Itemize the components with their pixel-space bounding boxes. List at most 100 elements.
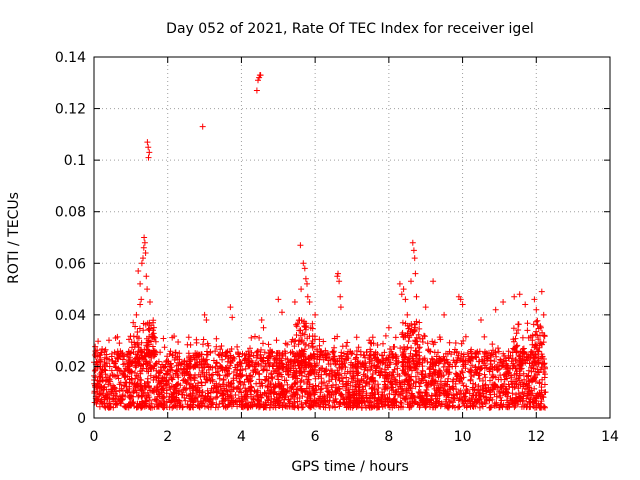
data-point [160,387,167,394]
data-point [534,317,541,324]
data-point [297,242,304,249]
data-point [533,328,540,335]
data-point [179,404,186,411]
data-point [121,382,127,389]
data-point [450,394,457,401]
data-point [350,373,357,380]
chart-title: Day 052 of 2021, Rate Of TEC Index for r… [166,21,534,37]
data-point [422,374,428,381]
data-point [534,371,541,378]
data-point [479,403,486,410]
data-point [169,352,176,358]
data-point [267,353,274,360]
data-point [462,333,469,340]
data-point [199,400,206,407]
data-point [498,388,505,395]
data-point [429,372,436,379]
data-point [510,325,517,332]
data-point [358,377,365,384]
data-point [332,384,339,391]
data-point [339,378,346,385]
data-point [448,391,455,398]
data-point [364,397,371,404]
data-point [483,388,490,395]
data-point [270,384,277,391]
data-point [460,374,467,381]
data-point [182,397,189,404]
data-point [216,375,223,382]
data-point [454,373,461,380]
data-point [460,359,467,365]
data-point [374,351,381,357]
data-point [276,364,283,370]
data-point [530,403,537,410]
data-point [192,350,199,357]
data-point [194,391,201,398]
data-point [505,348,512,355]
data-point [402,320,409,327]
data-point [283,377,290,384]
data-point [365,403,372,409]
data-point [142,360,149,367]
data-point [408,344,415,351]
data-point [287,349,294,356]
data-point [429,338,436,345]
data-point [362,354,369,361]
data-point [116,340,123,347]
data-point [302,275,309,282]
data-point [279,350,286,357]
data-point [124,389,131,396]
data-point [374,389,381,395]
data-point [141,389,148,396]
data-point [407,395,413,402]
data-point [199,123,206,130]
data-point [151,353,157,360]
data-point [380,356,387,363]
data-point [512,356,519,363]
data-point [541,374,548,381]
data-point [339,355,346,362]
data-point [396,280,403,287]
data-point [450,402,457,409]
data-point [291,299,298,305]
data-point [110,395,117,402]
data-point [204,393,211,400]
data-point [508,358,515,365]
data-point [283,389,290,395]
data-point [139,386,145,393]
data-point [155,377,162,384]
data-point [352,397,359,404]
data-point [133,311,140,318]
data-point [306,403,313,410]
data-point [489,363,496,370]
data-point [284,381,291,388]
data-point [109,371,116,378]
data-point [497,372,504,379]
data-point [193,336,200,343]
data-point [130,319,137,326]
data-point [156,370,162,377]
data-point [108,353,115,360]
data-point [210,388,217,395]
data-point [238,373,245,380]
data-point [538,384,545,391]
data-point [440,387,447,394]
data-point [195,380,201,387]
data-point [478,317,484,323]
data-point [266,362,273,369]
data-point [106,337,112,344]
data-point [341,396,348,403]
data-point [260,366,267,373]
data-point [318,371,325,378]
data-point [355,388,362,395]
data-point [488,404,495,410]
data-point [458,355,465,362]
x-tick-label: 8 [384,429,393,445]
data-point [456,396,463,402]
data-point [295,404,302,411]
data-point [128,399,135,405]
data-point [214,393,221,400]
data-point [459,301,466,308]
data-point [310,383,316,390]
data-point [307,404,314,411]
